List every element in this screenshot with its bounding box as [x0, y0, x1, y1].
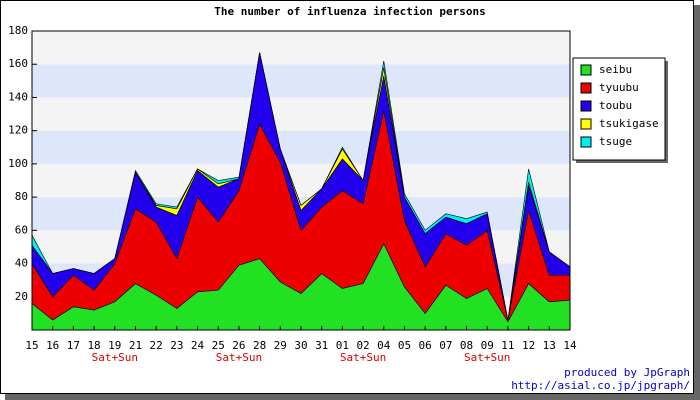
x-tick-label: 17	[67, 339, 80, 352]
x-tick-label: 28	[253, 339, 266, 352]
x-tick-label: 15	[25, 339, 38, 352]
y-tick-label: 20	[15, 290, 28, 303]
x-tick-label: 06	[419, 339, 432, 352]
legend-label: tsuge	[599, 135, 632, 148]
x-tick-label: 16	[46, 339, 59, 352]
y-tick-label: 60	[15, 223, 28, 236]
footer: produced by JpGraph	[564, 366, 690, 379]
band	[32, 163, 570, 198]
legend-label: tsukigase	[599, 117, 659, 130]
x-sublabel: Sat+Sun	[92, 351, 138, 364]
legend-swatch	[580, 118, 592, 130]
footer: http://asial.co.jp/jpgraph/	[511, 379, 690, 392]
x-tick-label: 02	[356, 339, 369, 352]
x-tick-label: 26	[232, 339, 245, 352]
x-sublabel: Sat+Sun	[216, 351, 262, 364]
x-sublabel: Sat+Sun	[340, 351, 386, 364]
y-tick-label: 160	[8, 57, 28, 70]
y-tick-label: 140	[8, 90, 28, 103]
x-tick-label: 24	[191, 339, 205, 352]
x-tick-label: 04	[377, 339, 391, 352]
legend-label: seibu	[599, 63, 632, 76]
x-sublabel: Sat+Sun	[464, 351, 510, 364]
x-tick-label: 22	[150, 339, 163, 352]
legend-label: toubu	[599, 99, 632, 112]
x-tick-label: 29	[274, 339, 287, 352]
legend-label: tyuubu	[599, 81, 639, 94]
y-tick-label: 80	[15, 190, 28, 203]
x-tick-label: 08	[460, 339, 473, 352]
y-tick-label: 180	[8, 24, 28, 37]
x-tick-label: 07	[439, 339, 452, 352]
y-tick-label: 100	[8, 157, 28, 170]
x-tick-label: 09	[481, 339, 494, 352]
x-tick-label: 13	[543, 339, 556, 352]
y-tick-label: 40	[15, 257, 28, 270]
legend-swatch	[580, 82, 592, 94]
x-tick-label: 01	[336, 339, 349, 352]
x-tick-label: 30	[294, 339, 307, 352]
x-tick-label: 05	[398, 339, 411, 352]
legend-swatch	[580, 136, 592, 148]
legend-swatch	[580, 100, 592, 112]
chart-title: The number of influenza infection person…	[214, 5, 486, 18]
x-tick-label: 25	[212, 339, 225, 352]
area	[31, 52, 571, 321]
x-tick-label: 11	[501, 339, 514, 352]
legend-swatch	[580, 64, 592, 76]
x-tick-label: 14	[563, 339, 577, 352]
y-tick-label: 120	[8, 124, 28, 137]
x-tick-label: 19	[108, 339, 121, 352]
x-tick-label: 12	[522, 339, 535, 352]
band	[32, 31, 570, 65]
x-tick-label: 31	[315, 339, 328, 352]
band	[32, 97, 570, 131]
band	[32, 130, 570, 164]
band	[32, 64, 570, 98]
x-tick-label: 21	[129, 339, 142, 352]
x-tick-label: 23	[170, 339, 183, 352]
x-tick-label: 18	[87, 339, 100, 352]
